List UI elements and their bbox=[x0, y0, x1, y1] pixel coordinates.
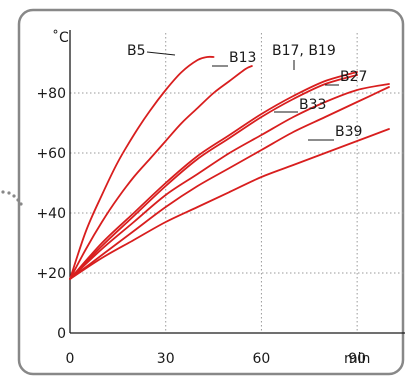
y-tick-label: 0 bbox=[57, 326, 66, 342]
y-axis-unit: ˚C bbox=[52, 29, 69, 46]
x-tick-label: 60 bbox=[253, 351, 271, 367]
curve-label-b5: B5 bbox=[127, 43, 146, 59]
series-line-b39 bbox=[69, 128, 390, 280]
x-tick-label: 0 bbox=[66, 351, 75, 367]
series-line-b19 bbox=[69, 74, 358, 280]
axes bbox=[69, 30, 405, 334]
x-tick-label: 90 bbox=[348, 351, 366, 367]
curve-label-b39: B39 bbox=[335, 124, 362, 140]
curve-label-b17-b19: B17, B19 bbox=[272, 43, 336, 59]
curve-label-b13: B13 bbox=[229, 50, 256, 66]
x-tick-label: 30 bbox=[157, 351, 175, 367]
series-line-b33 bbox=[69, 86, 390, 280]
chart-frame bbox=[17, 8, 405, 376]
y-tick-label: +60 bbox=[36, 146, 66, 162]
curve-label-b33: B33 bbox=[299, 97, 326, 113]
series-line-b13 bbox=[69, 65, 253, 280]
y-tick-label: +80 bbox=[36, 86, 66, 102]
tick-labels: 0 30 60 90 0 +20 +40 +60 +80 bbox=[36, 86, 366, 367]
connector-dots bbox=[1, 190, 23, 206]
curve-label-b27: B27 bbox=[340, 69, 367, 85]
y-tick-label: +40 bbox=[36, 206, 66, 222]
x-axis-unit: min bbox=[344, 351, 370, 367]
series-line-b27 bbox=[69, 83, 390, 280]
series-line-b17 bbox=[69, 71, 358, 280]
series-line-b5 bbox=[69, 55, 215, 280]
y-tick-label: +20 bbox=[36, 266, 66, 282]
leader-line-b5 bbox=[146, 51, 176, 56]
series-lines bbox=[69, 55, 390, 280]
